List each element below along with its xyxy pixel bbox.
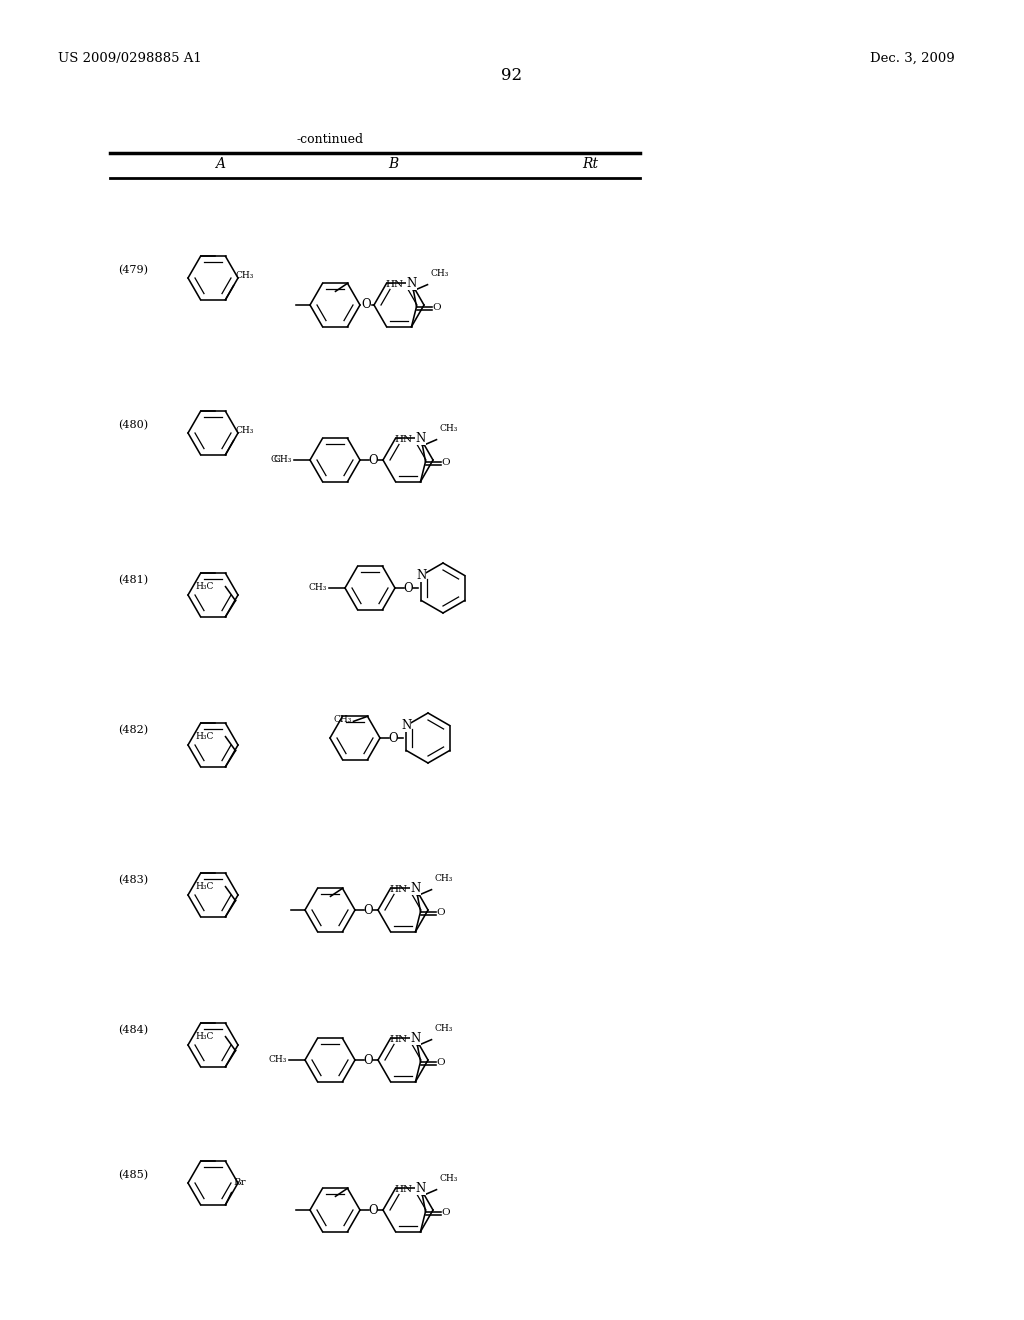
Text: N: N (411, 1032, 421, 1045)
Text: O: O (364, 1053, 373, 1067)
Text: CH₃: CH₃ (333, 715, 351, 725)
Text: N: N (416, 569, 426, 582)
Text: US 2009/0298885 A1: US 2009/0298885 A1 (58, 51, 202, 65)
Text: (484): (484) (118, 1024, 148, 1035)
Text: O: O (436, 1059, 444, 1067)
Text: HN: HN (389, 884, 408, 894)
Text: CH₃: CH₃ (439, 424, 458, 433)
Text: Dec. 3, 2009: Dec. 3, 2009 (870, 51, 954, 65)
Text: O: O (441, 458, 450, 467)
Text: B: B (388, 157, 398, 172)
Text: O: O (369, 454, 378, 466)
Text: N: N (416, 432, 426, 445)
Text: N: N (407, 277, 417, 290)
Text: N: N (416, 1181, 426, 1195)
Text: (482): (482) (118, 725, 148, 735)
Text: (485): (485) (118, 1170, 148, 1180)
Text: O: O (436, 908, 444, 917)
Text: O: O (403, 582, 413, 594)
Text: HN: HN (389, 1035, 408, 1044)
Text: (483): (483) (118, 875, 148, 886)
Text: H₃C: H₃C (196, 1032, 213, 1041)
Text: O: O (388, 731, 397, 744)
Text: Rt: Rt (582, 157, 598, 172)
Text: 92: 92 (502, 67, 522, 84)
Text: CH₃: CH₃ (308, 583, 327, 593)
Text: C₃: C₃ (270, 455, 281, 465)
Text: O: O (369, 1204, 378, 1217)
Text: O: O (432, 304, 440, 312)
Text: O: O (441, 1208, 450, 1217)
Text: Br: Br (233, 1177, 246, 1187)
Text: CH₃: CH₃ (268, 1056, 287, 1064)
Text: HN: HN (394, 1184, 413, 1193)
Text: N: N (401, 719, 412, 733)
Text: CH₃: CH₃ (434, 874, 453, 883)
Text: A: A (215, 157, 225, 172)
Text: CH₃: CH₃ (273, 455, 292, 465)
Text: (481): (481) (118, 574, 148, 585)
Text: N: N (411, 882, 421, 895)
Text: CH₃: CH₃ (434, 1023, 453, 1032)
Text: O: O (364, 903, 373, 916)
Text: CH₃: CH₃ (439, 1173, 458, 1183)
Text: CH₃: CH₃ (236, 425, 254, 434)
Text: (480): (480) (118, 420, 148, 430)
Text: (479): (479) (118, 265, 148, 275)
Text: CH₃: CH₃ (430, 269, 449, 277)
Text: H₃C: H₃C (196, 582, 213, 591)
Text: O: O (361, 298, 371, 312)
Text: CH₃: CH₃ (236, 271, 254, 280)
Text: HN: HN (385, 280, 403, 289)
Text: H₃C: H₃C (196, 733, 213, 741)
Text: HN: HN (394, 434, 413, 444)
Text: -continued: -continued (296, 133, 364, 147)
Text: H₃C: H₃C (196, 882, 213, 891)
